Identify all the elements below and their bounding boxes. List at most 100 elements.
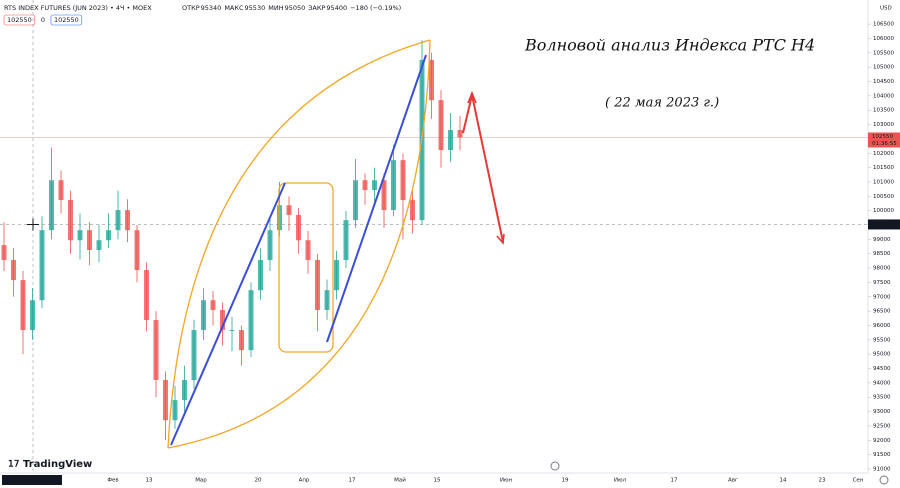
x-tick-label: Июн bbox=[500, 478, 513, 484]
x-tick-label: Июл bbox=[614, 478, 627, 484]
candle-body bbox=[229, 330, 235, 332]
badge-box bbox=[3, 14, 36, 26]
arc bbox=[167, 39, 431, 449]
x-tick-label: 19 bbox=[562, 478, 569, 484]
badge: 0 bbox=[41, 16, 45, 24]
last-price-label: 102550 bbox=[872, 134, 893, 140]
settings-button[interactable] bbox=[879, 475, 889, 485]
y-tick-label: 91000 bbox=[873, 466, 891, 472]
candle-body bbox=[163, 380, 168, 421]
y-tick-label: 94000 bbox=[873, 380, 891, 386]
candle-body bbox=[68, 200, 73, 241]
candle-body bbox=[96, 240, 102, 250]
x-tick-label: 20 bbox=[255, 478, 262, 484]
candle-body bbox=[115, 210, 121, 231]
candle-body bbox=[182, 380, 187, 401]
annotation-date: ( 22 мая 2023 г.) bbox=[605, 96, 719, 111]
candle-body bbox=[125, 210, 130, 231]
candle-body bbox=[286, 205, 292, 215]
crosshair-price-box bbox=[868, 219, 900, 230]
brand: TradingView bbox=[23, 459, 92, 470]
x-tick-label: 14 bbox=[780, 478, 787, 484]
box bbox=[278, 182, 334, 353]
y-tick-label: 93000 bbox=[873, 409, 891, 415]
candle-body bbox=[258, 260, 263, 291]
y-tick-label: 94500 bbox=[873, 366, 891, 372]
ohlc-value: 95340 bbox=[201, 4, 222, 12]
change: −180 (−0.19%) bbox=[350, 4, 401, 12]
y-tick-label: 106500 bbox=[873, 22, 894, 28]
forecast-arrow bbox=[462, 94, 504, 243]
last-price-box bbox=[868, 132, 900, 148]
y-tick-label: 100000 bbox=[873, 208, 894, 214]
symbol: RTS INDEX FUTURES (JUN 2023) • 4Ч • MOEX bbox=[4, 4, 152, 12]
candle-body bbox=[448, 130, 453, 151]
candle-body bbox=[210, 300, 216, 310]
y-tick-label: 102000 bbox=[873, 151, 894, 157]
x-tick-label: Сен bbox=[853, 478, 864, 484]
x-tick-label: 13 bbox=[146, 478, 153, 484]
ohlc: ОТКР 95340 МАКС 95530 МИН 95050 ЗАКР 95400 −180 … bbox=[182, 4, 401, 12]
candle-body bbox=[410, 200, 415, 221]
candle-body bbox=[324, 290, 330, 310]
y-tick-label: 95500 bbox=[873, 337, 891, 343]
candle-body bbox=[429, 59, 434, 101]
y-tick-label: 98000 bbox=[873, 266, 891, 272]
y-tick-label: 97500 bbox=[873, 280, 891, 286]
y-tick-label: 101500 bbox=[873, 165, 894, 171]
badge-box bbox=[50, 14, 83, 26]
candle-body bbox=[153, 320, 159, 381]
candle-body bbox=[438, 100, 444, 151]
candle-body bbox=[372, 180, 377, 191]
candle-body bbox=[30, 300, 35, 331]
candle-body bbox=[172, 400, 178, 421]
y-axis: 91000 91500 92000 92500 93000 93500 94000 94500… bbox=[868, 22, 894, 472]
y-tick-label: 106000 bbox=[873, 36, 894, 42]
candle-body bbox=[391, 160, 396, 211]
candle-body bbox=[87, 230, 92, 250]
candle-body bbox=[362, 180, 368, 191]
candle-body bbox=[305, 240, 311, 261]
candle-body bbox=[334, 260, 339, 291]
wave-line bbox=[326, 54, 427, 343]
ohlc-label: МАКС bbox=[224, 4, 244, 12]
y-tick-label: 97000 bbox=[873, 294, 891, 300]
y-tick-label: 105000 bbox=[873, 65, 894, 71]
candle-body bbox=[267, 230, 273, 261]
plot bbox=[0, 0, 868, 473]
candle-body bbox=[134, 230, 140, 271]
y-tick-label: 105500 bbox=[873, 50, 894, 56]
y-tick-label: 92500 bbox=[873, 423, 891, 429]
price-axis bbox=[868, 0, 900, 488]
x-tick-label: Авг bbox=[728, 478, 738, 484]
candle-body bbox=[381, 180, 387, 211]
y-tick-label: 91500 bbox=[873, 452, 891, 458]
candle-body bbox=[315, 260, 320, 310]
y-tick-label: 95000 bbox=[873, 352, 891, 358]
crosshair-price-label: 99520 bbox=[874, 222, 892, 228]
candle-body bbox=[1, 245, 7, 261]
y-tick-label: 98500 bbox=[873, 251, 891, 257]
candle-body bbox=[58, 180, 64, 201]
y-tick-label: 103000 bbox=[873, 122, 894, 128]
y-tick-label: 99000 bbox=[873, 237, 891, 243]
ohlc-label: ОТКР bbox=[182, 4, 200, 12]
x-axis: Фев 13 Мар 20 Апр 17 Май 15 Июн 19 Июл 17 Авг 14 23 Сен bbox=[107, 477, 863, 484]
annotation-title: Волновой анализ Индекса РТС Н4 bbox=[524, 36, 815, 55]
badge: 102550 bbox=[7, 16, 32, 24]
arc bbox=[167, 39, 431, 449]
goto-button[interactable] bbox=[550, 461, 560, 471]
candle-body bbox=[220, 309, 225, 331]
x-tick-label: Май bbox=[394, 477, 406, 484]
candle-body bbox=[11, 260, 16, 281]
candle-body bbox=[343, 220, 349, 261]
candle-body bbox=[400, 160, 406, 201]
candle-body bbox=[239, 330, 244, 351]
x-tick-label: Фев bbox=[107, 478, 118, 484]
candle-body bbox=[20, 280, 26, 331]
badge: 102550 bbox=[54, 16, 79, 24]
y-tick-label: 100500 bbox=[873, 194, 894, 200]
candle-body bbox=[248, 290, 254, 351]
arrow-head bbox=[496, 233, 505, 245]
